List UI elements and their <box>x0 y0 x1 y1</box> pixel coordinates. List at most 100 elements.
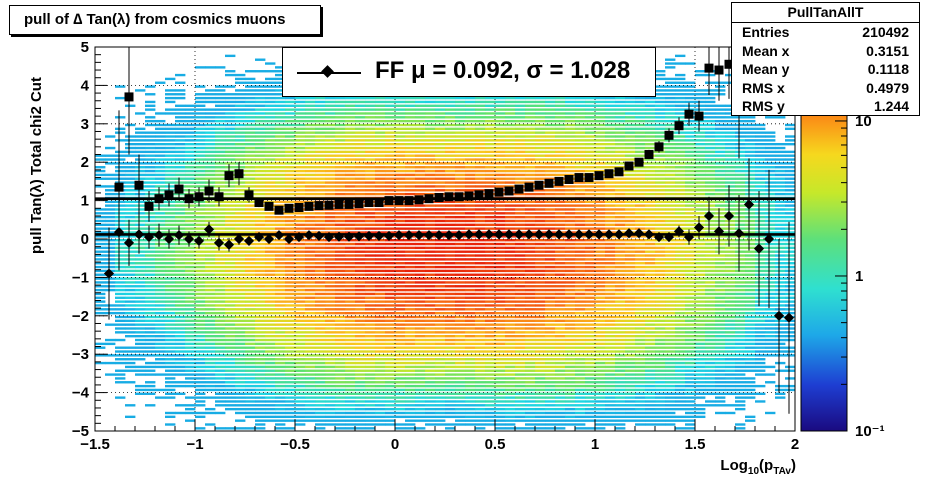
heat-cell <box>125 250 136 253</box>
heat-cell <box>275 377 286 380</box>
heat-cell <box>525 131 536 134</box>
heat-cell <box>295 315 306 319</box>
heat-cell <box>555 411 566 415</box>
heat-cell <box>185 365 196 369</box>
heat-cell <box>285 265 296 269</box>
heat-cell <box>305 373 316 376</box>
heat-cell <box>265 112 276 115</box>
heat-cell <box>155 219 166 223</box>
heat-cell <box>635 192 646 196</box>
heat-cell <box>495 300 506 303</box>
heat-cell <box>125 323 136 326</box>
heat-cell <box>225 269 236 273</box>
heat-cell <box>245 70 256 73</box>
heat-cell <box>435 404 446 407</box>
heat-cell <box>455 308 466 311</box>
heat-cell <box>445 384 456 388</box>
heat-cell <box>265 373 276 376</box>
heat-cell <box>435 177 446 180</box>
heat-cell <box>245 204 256 207</box>
heat-cell <box>275 361 286 365</box>
heat-cell <box>575 300 586 303</box>
heat-cell <box>475 381 486 384</box>
heat-cell <box>95 277 106 280</box>
heat-cell <box>555 258 566 261</box>
heat-cell <box>395 281 406 284</box>
heat-cell <box>255 162 266 165</box>
heat-cell <box>525 116 536 119</box>
heat-cell <box>645 404 656 407</box>
heat-cell <box>455 281 466 284</box>
heat-cell <box>605 300 616 303</box>
heat-cell <box>505 335 516 338</box>
heat-cell <box>475 108 486 111</box>
heat-cell <box>625 139 636 142</box>
heat-cell <box>395 254 406 257</box>
heat-cell <box>505 254 516 257</box>
heat-cell <box>305 273 316 276</box>
heat-cell <box>205 208 216 211</box>
heat-cell <box>435 300 446 303</box>
heat-cell <box>135 273 146 276</box>
heat-cell <box>235 108 246 111</box>
heat-cell <box>595 146 606 150</box>
heat-cell <box>545 273 556 276</box>
heat-cell <box>505 350 516 353</box>
heat-cell <box>175 369 186 372</box>
heat-cell <box>575 242 586 246</box>
heat-cell <box>285 119 296 123</box>
heat-cell <box>185 181 196 184</box>
heat-cell <box>185 265 196 269</box>
heat-cell <box>315 415 326 419</box>
heat-cell <box>365 189 376 192</box>
heat-cell <box>235 162 246 165</box>
heat-cell <box>315 158 326 161</box>
heat-cell <box>405 396 416 399</box>
heat-cell <box>625 127 636 131</box>
heat-cell <box>295 158 306 161</box>
heat-cell <box>555 404 566 407</box>
heat-cell <box>415 212 426 215</box>
heat-cell <box>385 192 396 196</box>
heat-cell <box>625 104 636 107</box>
heat-cell <box>475 204 486 207</box>
heat-cell <box>455 200 466 203</box>
heat-cell <box>455 373 466 376</box>
heat-cell <box>515 269 526 273</box>
heat-cell <box>115 212 126 215</box>
heat-cell <box>265 319 276 323</box>
heat-cell <box>445 365 456 369</box>
heat-cell <box>335 100 346 104</box>
heat-cell <box>395 239 406 242</box>
heat-cell <box>445 292 456 296</box>
heat-cell <box>465 219 476 223</box>
heat-cell <box>565 392 576 395</box>
heat-cell <box>545 319 556 323</box>
heat-cell <box>395 354 406 357</box>
heat-cell <box>255 108 266 111</box>
heat-cell <box>345 415 356 419</box>
heat-cell <box>535 288 546 292</box>
heat-cell <box>135 112 146 115</box>
heat-cell <box>625 415 636 419</box>
heat-cell <box>275 285 286 288</box>
heat-cell <box>375 419 386 422</box>
heat-cell <box>225 358 236 361</box>
heat-cell <box>475 150 486 154</box>
heat-cell <box>245 223 256 227</box>
heat-cell <box>355 392 366 395</box>
heat-cell <box>155 331 166 334</box>
heat-cell <box>365 384 376 388</box>
heat-cell <box>145 315 156 319</box>
heat-cell <box>345 146 356 150</box>
heat-cell <box>315 166 326 169</box>
heat-cell <box>95 212 106 215</box>
heat-cell <box>455 358 466 361</box>
heat-cell <box>425 311 436 315</box>
heat-cell <box>375 239 386 242</box>
heat-cell <box>485 411 496 415</box>
heat-cell <box>295 365 306 369</box>
heat-cell <box>405 388 416 392</box>
heat-cell <box>595 411 606 415</box>
heat-cell <box>455 407 466 411</box>
